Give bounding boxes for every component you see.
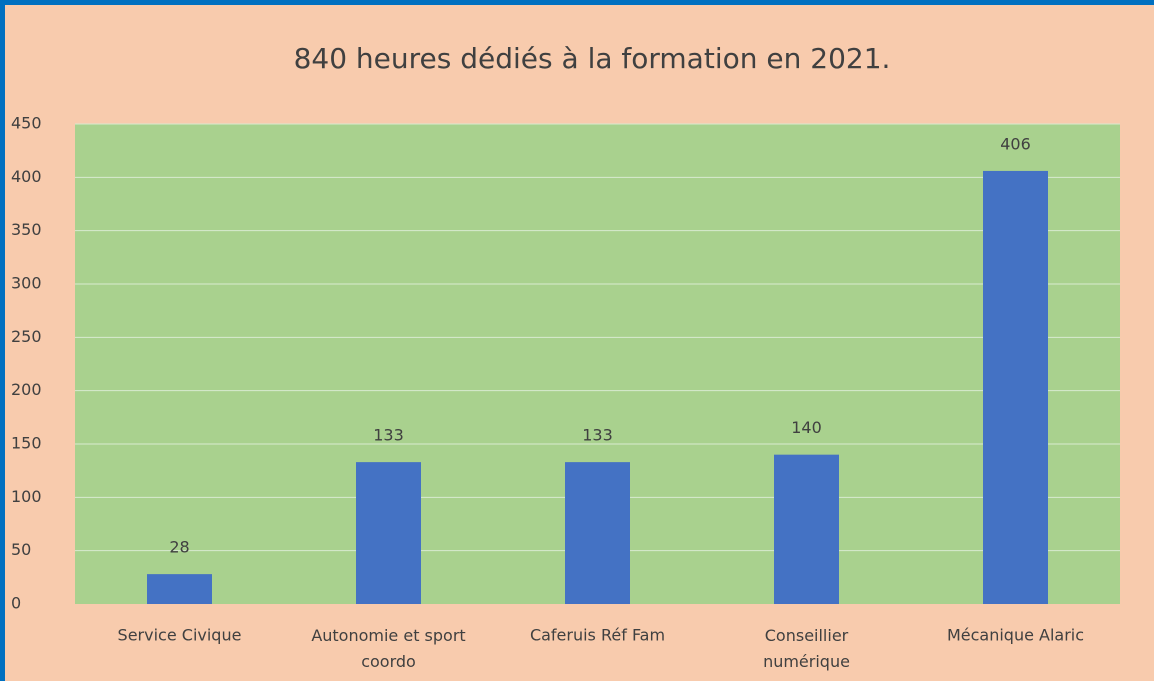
y-tick-label: 250 [11,327,42,346]
bar [147,574,212,604]
bar [983,170,1048,604]
x-tick-label: Conseillier numérique [763,626,850,671]
y-tick-label: 0 [11,594,21,613]
x-tick-label: Caferuis Réf Fam [530,626,665,645]
data-label: 133 [582,426,613,445]
x-tick-label: Service Civique [118,626,242,645]
bar [356,462,421,604]
chart: 840 heures dédiés à la formation en 2021… [11,42,1120,671]
x-tick-label: Mécanique Alaric [947,626,1084,645]
data-label: 406 [1000,134,1031,153]
y-tick-label: 50 [11,540,31,559]
y-tick-label: 400 [11,167,42,186]
bar [565,462,630,604]
y-tick-label: 350 [11,220,42,239]
data-label: 28 [169,538,189,557]
bar [774,454,839,604]
y-tick-label: 150 [11,434,42,453]
y-tick-label: 200 [11,380,42,399]
chart-title: 840 heures dédiés à la formation en 2021… [294,42,891,75]
data-label: 140 [791,418,822,437]
y-tick-label: 450 [11,114,42,133]
x-tick-label: Autonomie et sport coordo [311,626,465,671]
y-tick-label: 300 [11,274,42,293]
y-tick-label: 100 [11,487,42,506]
data-label: 133 [373,426,404,445]
